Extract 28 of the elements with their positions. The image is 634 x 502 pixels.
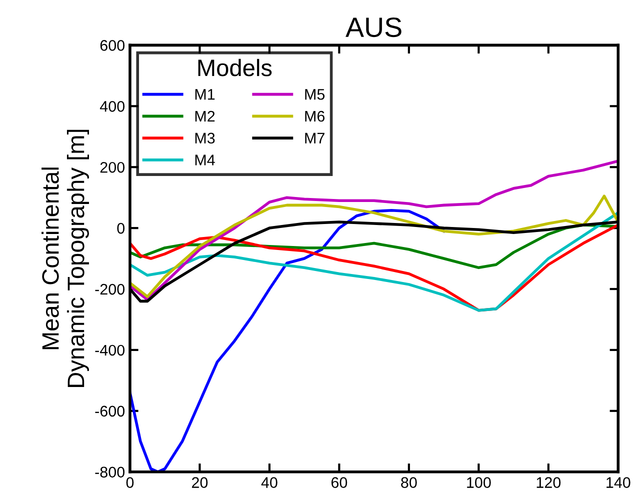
y-tick-label: -400: [95, 344, 125, 356]
y-tick-label: 200: [100, 162, 125, 173]
y-tick-label: -200: [95, 284, 125, 295]
legend-label: M6: [305, 110, 325, 122]
x-tick-label: 120: [536, 477, 561, 488]
legend-label: M7: [305, 132, 324, 144]
legend-label: M3: [195, 132, 215, 144]
y-tick-label: 600: [100, 40, 125, 51]
x-tick-label: 80: [401, 477, 417, 488]
x-tick-label: 60: [331, 477, 348, 488]
legend-title: Models: [198, 58, 272, 76]
line-series: [130, 194, 618, 298]
x-tick-label: 100: [467, 477, 491, 488]
y-tick-label: 400: [100, 101, 125, 112]
chart-title: AUS: [346, 17, 402, 38]
y-tick-label: -800: [95, 466, 125, 478]
line-series: [130, 208, 446, 472]
y-tick-label: 0: [117, 222, 125, 234]
legend-label: M4: [195, 154, 215, 166]
x-tick-label: 40: [261, 477, 278, 488]
legend-label: M2: [195, 110, 215, 122]
legend-label: M1: [195, 89, 215, 100]
legend-label: M5: [305, 89, 325, 100]
x-tick-label: 20: [192, 477, 208, 488]
y-axis-title: Mean Continental Dynamic Topography [m]: [42, 130, 89, 387]
y-tick-label: -600: [95, 406, 125, 417]
x-tick-label: 0: [126, 477, 134, 488]
x-tick-label: 140: [606, 477, 630, 488]
